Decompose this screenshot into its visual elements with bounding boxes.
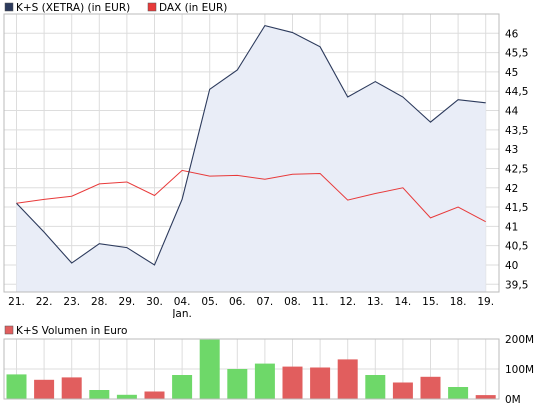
volume-bar bbox=[6, 374, 27, 399]
price-y-tick-label: 43,5 bbox=[505, 125, 528, 137]
volume-bar bbox=[144, 391, 165, 399]
volume-bar bbox=[420, 376, 441, 399]
legend-swatch bbox=[147, 2, 157, 12]
x-tick-label: 28. bbox=[91, 296, 108, 308]
price-y-tick-label: 41 bbox=[505, 221, 518, 233]
x-tick-label: 11. bbox=[312, 296, 329, 308]
price-y-tick-label: 43 bbox=[505, 144, 518, 156]
x-tick-label: 12. bbox=[339, 296, 356, 308]
dax-series-line bbox=[16, 169, 486, 223]
x-tick-label: 05. bbox=[201, 296, 218, 308]
price-y-tick-label: 39,5 bbox=[505, 279, 528, 291]
price-y-tick-label: 40,5 bbox=[505, 241, 528, 253]
volume-legend-label: K+S Volumen in Euro bbox=[16, 325, 127, 337]
volume-bar bbox=[392, 382, 413, 399]
price-y-tick-label: 45,5 bbox=[505, 48, 528, 60]
volume-bar bbox=[448, 387, 469, 399]
volume-bar bbox=[337, 359, 358, 399]
x-tick-label: 19. bbox=[477, 296, 494, 308]
x-tick-label: 18. bbox=[450, 296, 467, 308]
x-tick-label: 15. bbox=[422, 296, 439, 308]
x-tick-label: 21. bbox=[8, 296, 25, 308]
legend-swatch bbox=[4, 2, 14, 12]
price-y-tick-label: 44 bbox=[505, 106, 519, 118]
volume-bar bbox=[282, 366, 303, 399]
volume-bar bbox=[475, 395, 496, 399]
x-tick-label: 22. bbox=[36, 296, 53, 308]
price-y-tick-label: 44,5 bbox=[505, 86, 528, 98]
x-tick-label: 08. bbox=[284, 296, 301, 308]
price-y-tick-label: 46 bbox=[505, 28, 519, 40]
x-tick-sublabel: Jan. bbox=[171, 308, 192, 318]
volume-bar bbox=[89, 390, 110, 399]
x-tick-label: 07. bbox=[257, 296, 274, 308]
volume-y-tick-label: 100M bbox=[505, 364, 534, 376]
price-y-tick-label: 40 bbox=[505, 260, 518, 272]
volume-y-tick-label: 200M bbox=[505, 334, 534, 346]
x-tick-label: 30. bbox=[146, 296, 163, 308]
price-chart: 39,5 40 40,5 41 41,5 42 42,5 43 43,5 44 44,5 45 45,5… bbox=[3, 2, 528, 318]
x-tick-label: 14. bbox=[395, 296, 412, 308]
volume-bar bbox=[310, 367, 331, 399]
volume-bar bbox=[172, 375, 193, 399]
volume-plot-frame bbox=[3, 338, 500, 400]
volume-bar bbox=[116, 394, 137, 399]
volume-legend-swatch bbox=[4, 325, 14, 335]
volume-chart: K+S Volumen in Euro 0M 100M 200M bbox=[3, 325, 534, 406]
x-tick-label: 29. bbox=[119, 296, 136, 308]
legend-label: K+S (XETRA) (in EUR) bbox=[16, 2, 130, 14]
price-y-tick-label: 42,5 bbox=[505, 163, 528, 175]
price-plot-frame bbox=[3, 13, 500, 293]
volume-bar bbox=[34, 379, 55, 399]
volume-bar bbox=[199, 339, 220, 399]
volume-bar bbox=[254, 363, 275, 399]
x-tick-label: 04. bbox=[174, 296, 191, 308]
price-y-tick-label: 41,5 bbox=[505, 202, 528, 214]
x-tick-label: 23. bbox=[63, 296, 80, 308]
price-y-tick-label: 45 bbox=[505, 67, 518, 79]
price-y-tick-label: 42 bbox=[505, 183, 518, 195]
volume-y-tick-label: 0M bbox=[505, 394, 521, 406]
legend-label: DAX (in EUR) bbox=[159, 2, 227, 14]
volume-bar bbox=[227, 369, 248, 399]
x-tick-label: 06. bbox=[229, 296, 246, 308]
volume-bar bbox=[61, 377, 82, 399]
x-tick-label: 13. bbox=[367, 296, 384, 308]
ks-area-fill bbox=[16, 25, 486, 292]
ks-series-line bbox=[16, 24, 486, 266]
volume-bar bbox=[365, 375, 386, 399]
